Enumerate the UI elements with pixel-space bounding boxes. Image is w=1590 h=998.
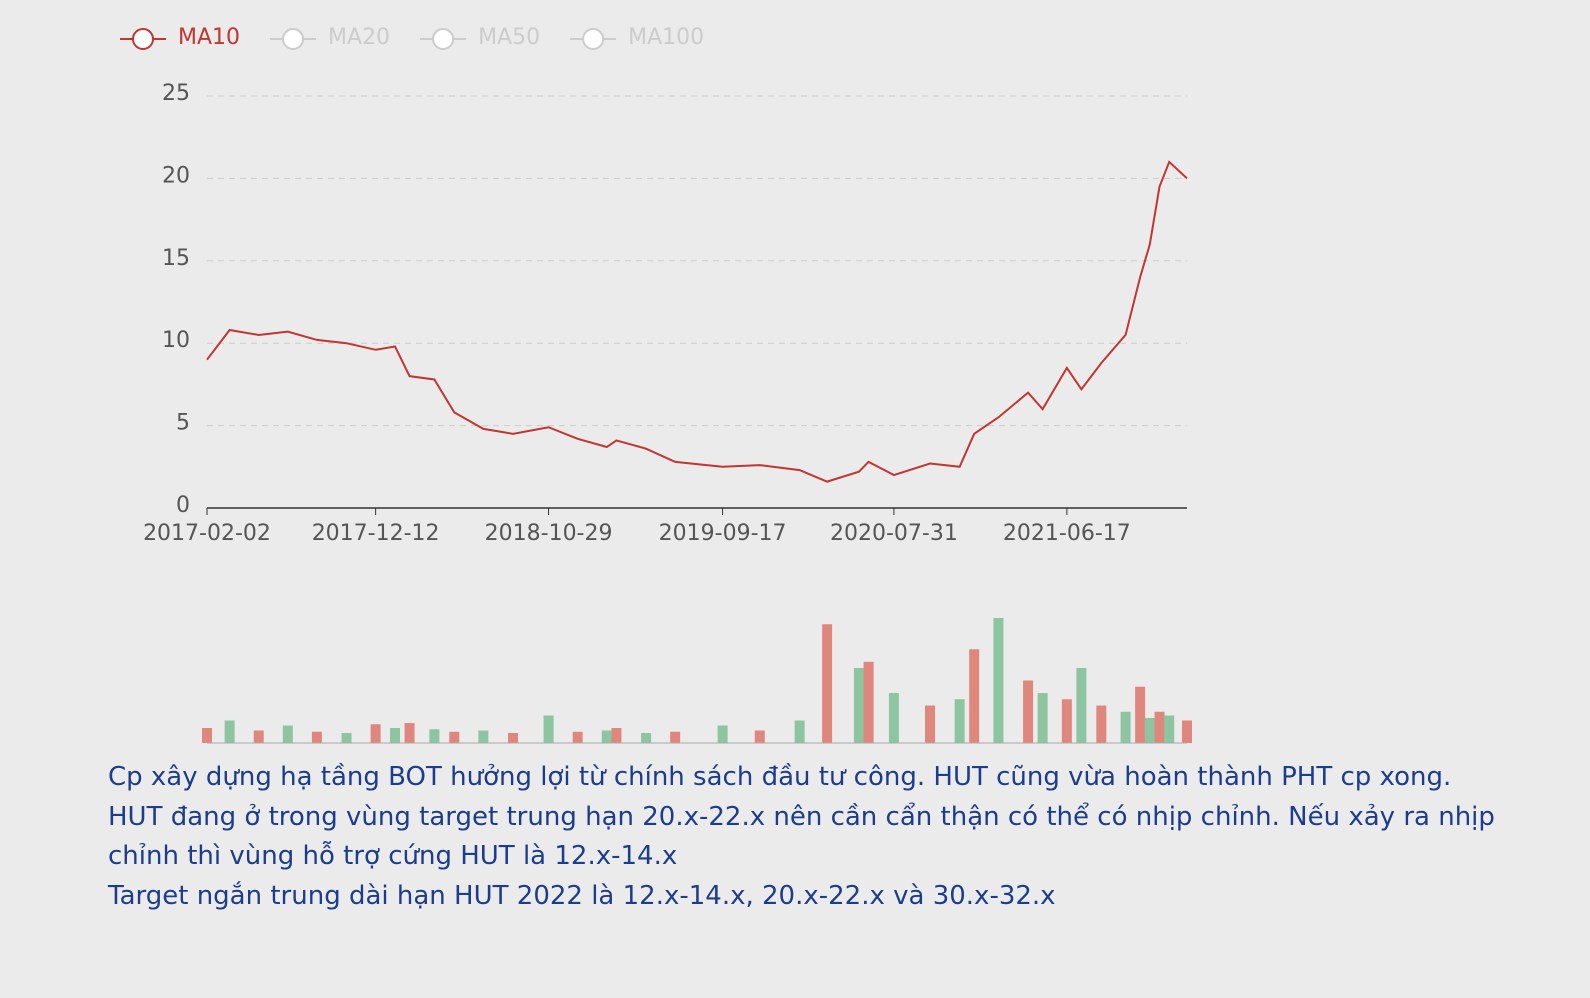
legend-label[interactable]: MA50 [478, 25, 540, 50]
volume-bar [925, 705, 936, 743]
volume-bar [282, 725, 293, 743]
volume-bar [1037, 693, 1048, 743]
legend-marker[interactable] [582, 28, 605, 50]
volume-bar [888, 693, 899, 743]
volume-bar [641, 733, 652, 743]
volume-bar [1154, 711, 1165, 743]
volume-bar [1144, 718, 1155, 743]
volume-bar [794, 720, 805, 743]
volume-bar [611, 728, 622, 743]
x-tick-label: 2021-06-17 [1003, 521, 1131, 546]
note-line: Cp xây dựng hạ tầng BOT hưởng lợi từ chí… [108, 762, 1452, 792]
volume-bar [1120, 711, 1131, 743]
legend-label[interactable]: MA20 [328, 25, 390, 50]
volume-bar [717, 725, 728, 743]
volume-bar [670, 731, 681, 743]
volume-bar [508, 733, 519, 743]
chart: 0 5 10 15 20 25 2017-02-02 2017-12-12 2018-10-29… [120, 25, 1192, 744]
volume-bar [404, 723, 415, 743]
legend-label[interactable]: MA10 [178, 25, 240, 50]
volume-bar [1023, 680, 1034, 743]
volume-bar [1135, 686, 1146, 743]
volume-bar [543, 715, 554, 743]
x-tick-label: 2017-02-02 [143, 521, 271, 546]
volume-bar [1076, 668, 1087, 743]
volume-bar [863, 661, 874, 743]
note: Cp xây dựng hạ tầng BOT hưởng lợi từ chí… [108, 758, 1568, 916]
x-tick-label: 2020-07-31 [830, 521, 958, 546]
volume-bar [224, 720, 235, 743]
volume-bar [1182, 720, 1192, 743]
y-tick-label: 25 [162, 81, 190, 106]
y-tick-label: 20 [162, 163, 190, 188]
y-tick-label: 0 [176, 493, 190, 518]
x-tick-label: 2019-09-17 [659, 521, 787, 546]
volume-bar [969, 649, 980, 743]
volume-bar [390, 728, 401, 743]
volume-bar [822, 624, 833, 743]
note-line: chỉnh thì vùng hỗ trợ cứng HUT là 12.x-1… [108, 841, 678, 871]
volume-bar [429, 729, 440, 743]
volume-bar [601, 730, 612, 743]
volume-bar [478, 730, 489, 743]
volume-bar [1164, 715, 1175, 743]
volume-bar [311, 731, 322, 743]
legend-marker[interactable] [432, 28, 455, 50]
volume-bar [341, 733, 352, 743]
note-line: Target ngắn trung dài hạn HUT 2022 là 12… [108, 880, 1056, 911]
volume-bar [253, 730, 264, 743]
volume-bar [202, 728, 212, 743]
volume-bar [993, 618, 1004, 743]
volume-bar [853, 668, 864, 743]
volume-bar [1096, 705, 1107, 743]
volume-bar [449, 731, 460, 743]
volume-bar [370, 724, 381, 743]
y-tick-label: 10 [162, 328, 190, 353]
legend-marker[interactable] [282, 28, 305, 50]
volume-bar [954, 699, 965, 743]
volume-bar [754, 730, 765, 743]
x-tick-label: 2018-10-29 [485, 521, 613, 546]
y-tick-label: 5 [176, 411, 190, 436]
ma-line [206, 160, 1188, 483]
note-line: HUT đang ở trong vùng target trung hạn 2… [108, 801, 1495, 832]
volume-bar [572, 731, 583, 743]
x-tick-label: 2017-12-12 [312, 521, 440, 546]
legend-marker[interactable] [132, 28, 154, 50]
y-tick-label: 15 [162, 246, 190, 271]
volume-bar [1061, 699, 1072, 743]
legend-label[interactable]: MA100 [628, 25, 704, 50]
